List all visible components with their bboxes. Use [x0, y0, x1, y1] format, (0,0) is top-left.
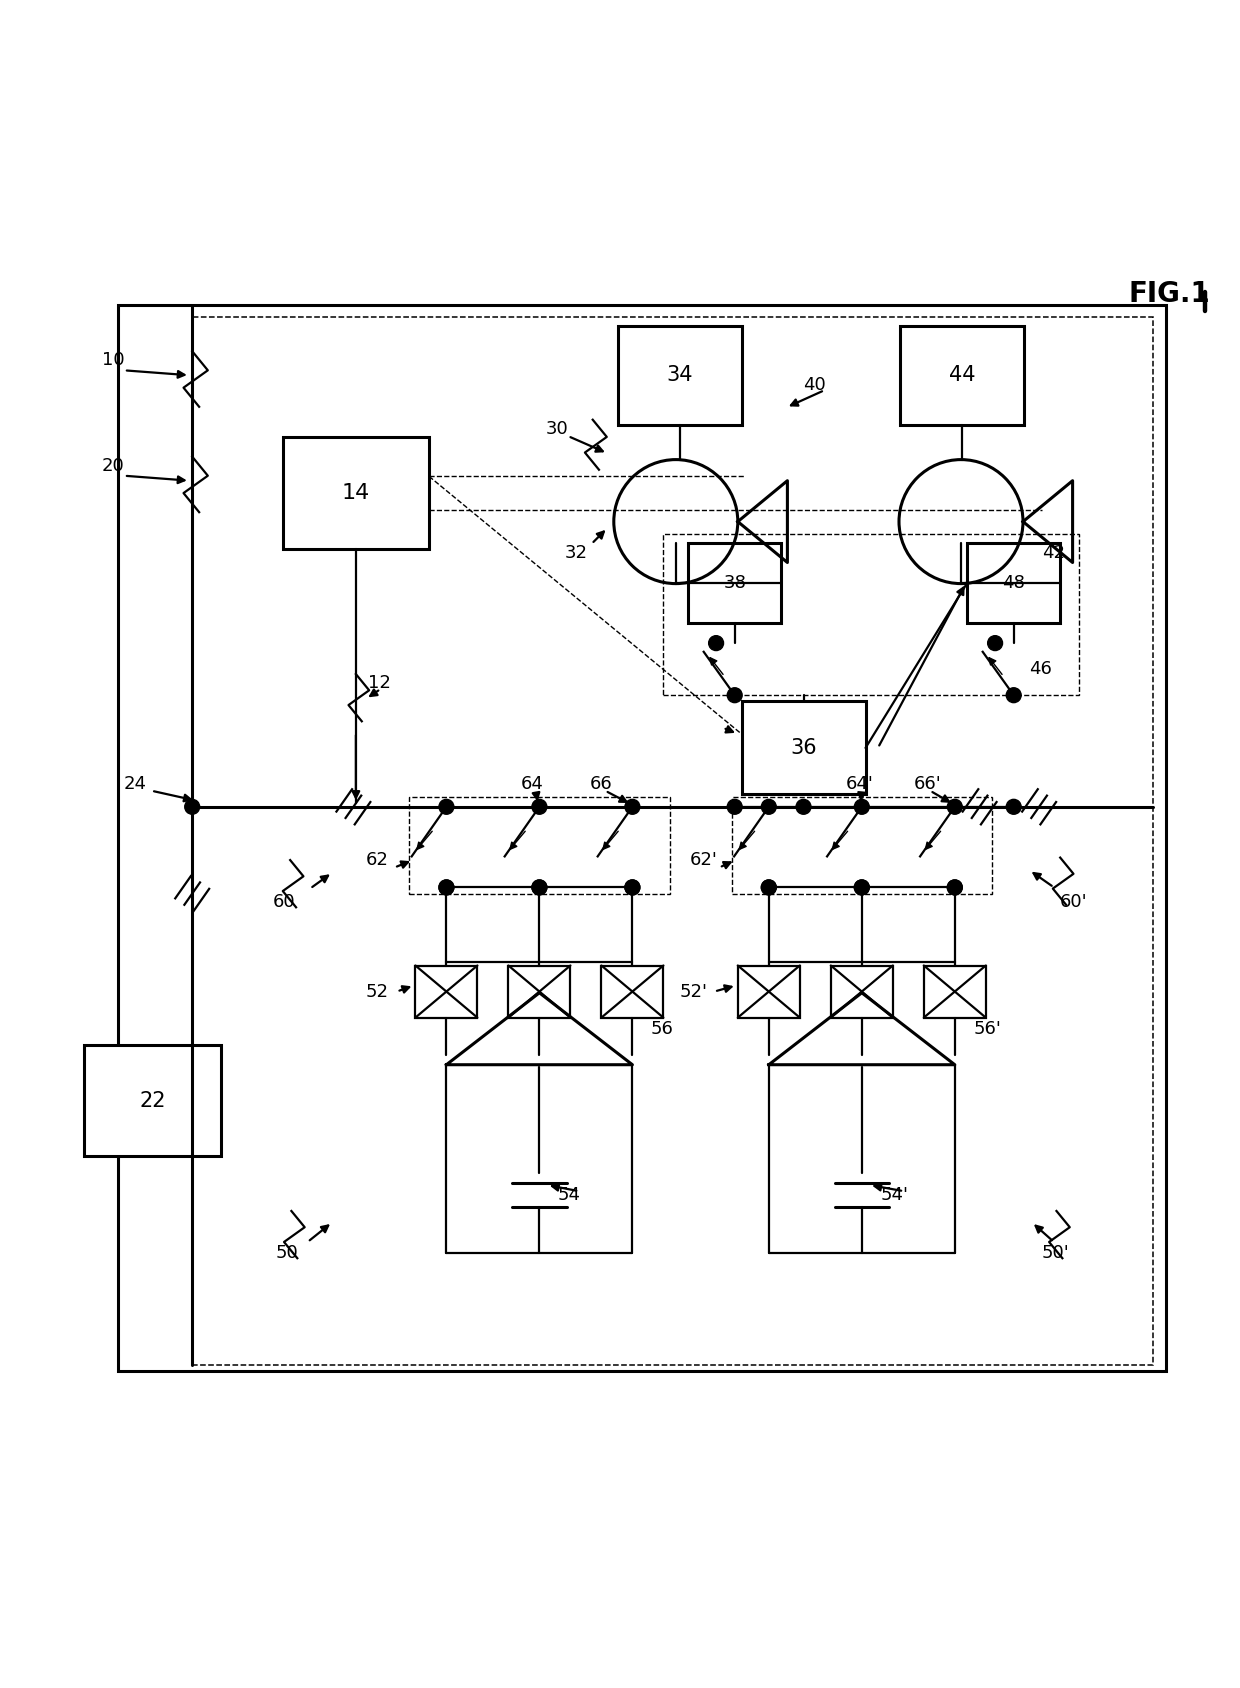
Bar [415, 966, 477, 1018]
Bar [967, 542, 1060, 623]
Text: 66': 66' [914, 775, 941, 793]
Circle shape [1007, 687, 1022, 702]
Bar [831, 966, 893, 1018]
Circle shape [796, 800, 811, 814]
Text: 52': 52' [680, 982, 708, 1001]
Text: 42: 42 [1042, 544, 1065, 562]
Text: 36: 36 [790, 738, 817, 758]
Circle shape [947, 879, 962, 895]
Text: 56': 56' [973, 1020, 1001, 1038]
Text: 34: 34 [666, 365, 693, 385]
Text: 40: 40 [804, 376, 826, 395]
Circle shape [708, 636, 724, 650]
Bar [663, 533, 1079, 695]
Circle shape [947, 879, 962, 895]
Circle shape [761, 879, 776, 895]
Text: 56: 56 [651, 1020, 673, 1038]
Text: 66: 66 [590, 775, 613, 793]
Bar [601, 966, 663, 1018]
Text: 32: 32 [564, 544, 588, 562]
Text: 24: 24 [124, 775, 148, 793]
Text: 64: 64 [521, 775, 543, 793]
Text: 30: 30 [546, 420, 568, 437]
Circle shape [625, 800, 640, 814]
Text: 50': 50' [1042, 1244, 1069, 1263]
Text: FIG.1: FIG.1 [1128, 280, 1210, 307]
Text: 60: 60 [273, 893, 295, 912]
Text: 62: 62 [366, 851, 388, 869]
Bar [924, 966, 986, 1018]
Circle shape [532, 879, 547, 895]
Text: 14: 14 [342, 483, 370, 503]
Circle shape [727, 687, 743, 702]
Circle shape [761, 800, 776, 814]
Circle shape [439, 879, 454, 895]
Text: 64': 64' [846, 775, 873, 793]
Circle shape [439, 800, 454, 814]
Text: 12: 12 [368, 674, 391, 692]
Circle shape [727, 800, 743, 814]
Bar [900, 326, 1024, 425]
Text: 60': 60' [1060, 893, 1087, 912]
Text: 46: 46 [1028, 660, 1052, 679]
Text: 50: 50 [275, 1244, 298, 1263]
Bar [283, 437, 429, 549]
Circle shape [987, 636, 1003, 650]
Circle shape [761, 879, 776, 895]
Text: 52: 52 [366, 982, 389, 1001]
Bar [192, 317, 1153, 1366]
Text: 44: 44 [949, 365, 976, 385]
Circle shape [625, 879, 640, 895]
Circle shape [947, 800, 962, 814]
Bar [508, 966, 570, 1018]
Circle shape [532, 879, 547, 895]
Circle shape [185, 800, 200, 814]
Text: 10: 10 [102, 351, 124, 370]
Circle shape [625, 879, 640, 895]
Bar [688, 542, 781, 623]
Bar [732, 797, 992, 893]
Circle shape [854, 879, 869, 895]
Circle shape [854, 879, 869, 895]
Circle shape [532, 800, 547, 814]
Bar [84, 1045, 221, 1156]
Bar [618, 326, 742, 425]
Text: 62': 62' [689, 851, 717, 869]
Circle shape [439, 879, 454, 895]
Text: 20: 20 [102, 457, 124, 474]
Text: 38: 38 [723, 574, 746, 592]
Circle shape [854, 800, 869, 814]
Bar [738, 966, 800, 1018]
Bar [409, 797, 670, 893]
Bar [118, 304, 1166, 1371]
Text: 48: 48 [1002, 574, 1025, 592]
Text: 22: 22 [139, 1090, 166, 1111]
Text: 54': 54' [880, 1187, 909, 1204]
Text: 54: 54 [558, 1187, 582, 1204]
Bar [742, 702, 866, 795]
Circle shape [1007, 800, 1022, 814]
